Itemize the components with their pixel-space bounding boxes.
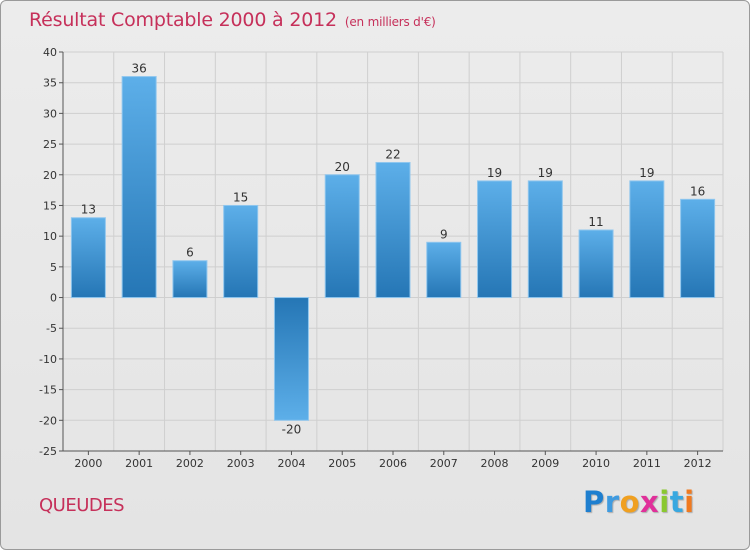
data-label-2004: -20 <box>282 422 302 436</box>
bar-2010 <box>578 229 614 299</box>
x-tick-label-2008: 2008 <box>481 457 509 470</box>
y-tick-label: 30 <box>43 107 57 120</box>
x-tick-label-2006: 2006 <box>379 457 407 470</box>
bar-2011 <box>629 180 665 299</box>
data-label-2007: 9 <box>440 227 448 241</box>
data-label-2010: 11 <box>588 215 603 229</box>
proxiti-logo: Proxiti <box>583 485 695 519</box>
logo-letter: i <box>659 485 670 519</box>
x-tick-label-2001: 2001 <box>125 457 153 470</box>
y-tick-label: -5 <box>46 322 57 335</box>
y-tick-label: -10 <box>39 353 57 366</box>
x-tick-label-2002: 2002 <box>176 457 204 470</box>
bar-2009 <box>527 180 563 299</box>
bar-2003 <box>223 204 259 299</box>
x-tick-label-2005: 2005 <box>328 457 356 470</box>
logo-letter: r <box>604 485 620 519</box>
x-tick-label-2004: 2004 <box>277 457 305 470</box>
y-tick-label: -20 <box>39 414 57 427</box>
x-tick-label-2009: 2009 <box>531 457 559 470</box>
x-tick-label-2012: 2012 <box>684 457 712 470</box>
x-tick-label-2003: 2003 <box>227 457 255 470</box>
data-label-2009: 19 <box>538 166 553 180</box>
data-label-2003: 15 <box>233 190 248 204</box>
chart-title-text: Résultat Comptable 2000 à 2012 <box>29 9 337 31</box>
bar-2006 <box>375 161 411 299</box>
bar-2005 <box>324 174 360 299</box>
y-tick-label: 40 <box>43 46 57 59</box>
bar-2008 <box>477 180 513 299</box>
bar-2001 <box>121 76 157 299</box>
bar-2002 <box>172 260 208 299</box>
y-tick-label: 20 <box>43 169 57 182</box>
y-tick-label: -25 <box>39 445 57 458</box>
x-tick-label-2000: 2000 <box>74 457 102 470</box>
x-tick-label-2011: 2011 <box>633 457 661 470</box>
y-tick-label: 35 <box>43 77 57 90</box>
bar-2004 <box>273 297 309 421</box>
y-tick-label: 25 <box>43 138 57 151</box>
y-tick-label: -15 <box>39 384 57 397</box>
data-label-2005: 20 <box>335 160 350 174</box>
place-name: QUEUDES <box>39 495 125 516</box>
logo-letter: P <box>583 485 605 519</box>
data-label-2011: 19 <box>639 166 654 180</box>
logo-letter: o <box>619 485 641 519</box>
chart-subtitle: (en milliers d'€) <box>344 15 436 29</box>
bar-2012 <box>680 198 716 299</box>
data-label-2012: 16 <box>690 184 705 198</box>
y-tick-label: 0 <box>50 292 57 305</box>
data-label-2006: 22 <box>385 147 400 161</box>
x-tick-label-2010: 2010 <box>582 457 610 470</box>
label-layer: 40 35 30 25 20 15 10 5 0 -5 -10 -15 -20 -25 13 2000 36 20… <box>39 46 712 470</box>
y-tick-label: 10 <box>43 230 57 243</box>
data-label-2008: 19 <box>487 166 502 180</box>
y-tick-label: 15 <box>43 199 57 212</box>
x-tick-label-2007: 2007 <box>430 457 458 470</box>
logo-letter: t <box>669 485 685 519</box>
logo-letter: i <box>684 485 695 519</box>
y-tick-label: 5 <box>50 261 57 274</box>
logo-letter: x <box>640 485 660 519</box>
bar-layer <box>70 76 716 421</box>
chart-title: Résultat Comptable 2000 à 2012 (en millie… <box>29 9 436 31</box>
bar-2007 <box>426 241 462 299</box>
data-label-2002: 6 <box>186 246 194 260</box>
data-label-2000: 13 <box>81 203 96 217</box>
bar-2000 <box>70 217 106 299</box>
data-label-2001: 36 <box>132 62 147 76</box>
